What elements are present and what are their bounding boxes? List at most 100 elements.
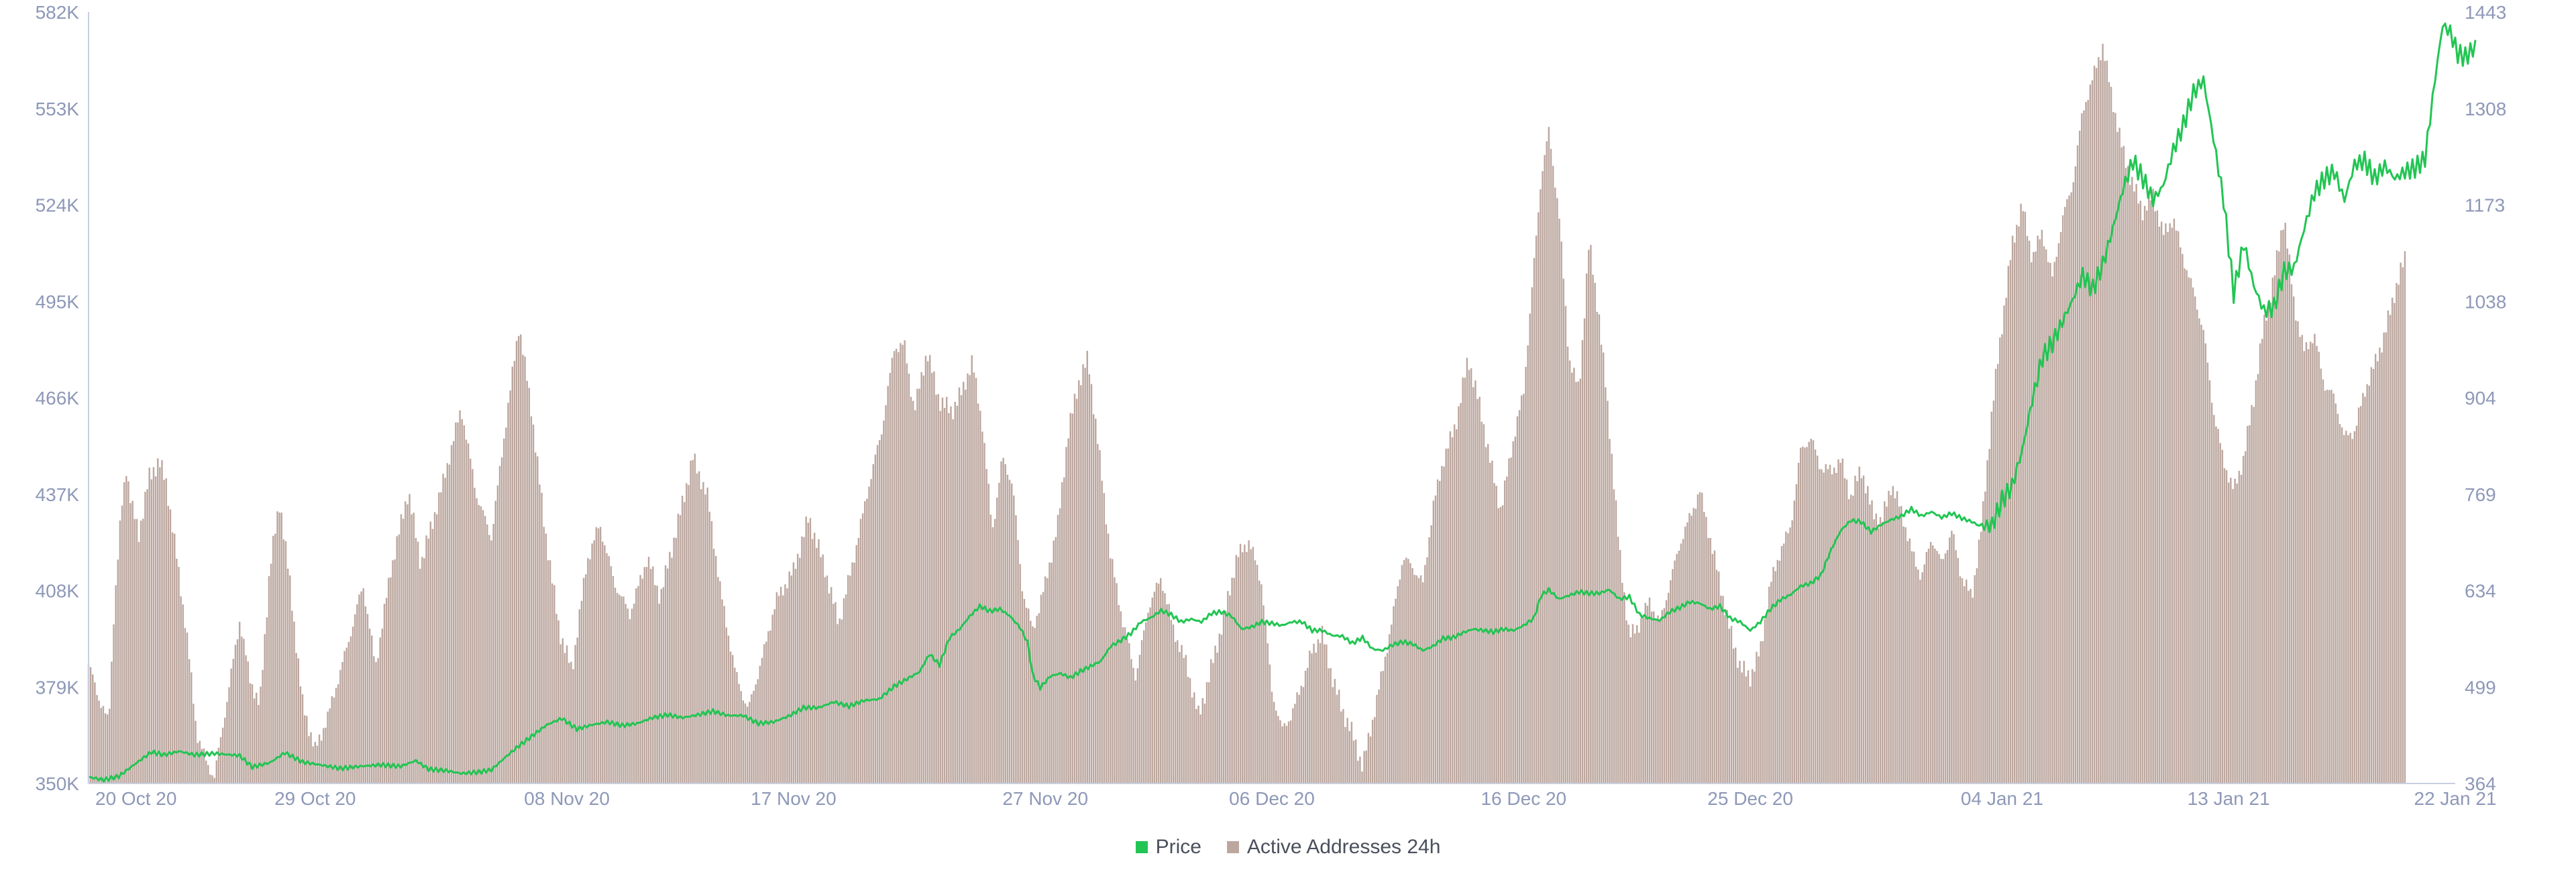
bar-active-addresses [2110,87,2112,784]
bar-active-addresses [295,653,297,783]
bar-active-addresses [2337,413,2339,783]
bar-active-addresses [1073,393,1076,783]
bar-active-addresses [2379,347,2381,783]
bar-active-addresses [138,541,140,783]
bar-active-addresses [435,514,438,783]
bar-active-addresses [455,422,457,783]
bar-active-addresses [1365,750,1367,783]
bar-active-addresses [2232,489,2234,783]
bar-active-addresses [1600,344,1603,783]
bar-active-addresses [965,389,967,783]
bar-active-addresses [258,704,260,783]
bar-active-addresses [1898,506,1900,783]
bar-active-addresses [545,533,547,783]
bar-active-addresses [1684,527,1686,783]
bar-active-addresses [1869,504,1871,783]
bar-active-addresses [1237,557,1240,783]
legend-item-active-addresses[interactable]: Active Addresses 24h [1226,836,1440,859]
bar-active-addresses [366,614,369,783]
bar-active-addresses [278,512,280,783]
bar-active-addresses [373,656,375,783]
bar-active-addresses [1672,569,1674,783]
bar-active-addresses [308,736,310,783]
bar-active-addresses [1726,610,1728,783]
bar-active-addresses [1336,694,1338,783]
bar-active-addresses [1231,578,1233,783]
bar-active-addresses [1919,580,1921,783]
bar-active-addresses [197,743,199,783]
bar-active-addresses [612,576,614,783]
bar-active-addresses [1638,633,1640,783]
bar-active-addresses [1797,463,1800,783]
bar-active-addresses [861,513,864,783]
bar-active-addresses [1155,582,1158,783]
bar-active-addresses [679,514,682,783]
bar-active-addresses [681,496,684,783]
bar-active-addresses [1285,726,1288,783]
bar-active-addresses [2391,297,2394,783]
bar-active-addresses [1164,593,1166,783]
bar-active-addresses [1942,559,1945,783]
right-tick-label: 1038 [2465,291,2506,312]
bar-active-addresses [2227,482,2230,783]
bar-active-addresses [912,400,914,783]
bar-active-addresses [1680,543,1682,783]
bar-active-addresses [1013,495,1015,783]
bar-active-addresses [1644,602,1646,783]
bar-active-addresses [174,533,176,783]
bar-active-addresses [433,512,436,783]
bar-active-addresses [1900,506,1902,783]
bar-active-addresses [1142,630,1145,783]
bar-active-addresses [133,519,136,783]
bar-active-addresses [1239,543,1242,783]
bar-active-addresses [935,394,937,783]
bar-active-addresses [2116,131,2118,783]
bar-active-addresses [677,513,680,783]
bar-active-addresses [1633,633,1636,783]
bar-active-addresses [1162,590,1164,783]
bar-active-addresses [1430,525,1432,783]
bar-active-addresses [1976,568,1978,783]
bar-active-addresses [1151,597,1153,783]
bar-active-addresses [474,488,476,783]
bar-active-addresses [2184,268,2186,783]
bar-active-addresses [761,657,763,783]
bar-active-addresses [1693,508,1695,783]
legend-item-price[interactable]: Price [1135,836,1201,859]
bar-active-addresses [2156,210,2159,783]
bar-active-addresses [1768,586,1770,783]
bar-active-addresses [1122,627,1124,783]
bar-active-addresses [1289,720,1292,783]
bar-active-addresses [1222,611,1225,783]
bar-active-addresses [859,519,862,783]
bar-active-addresses [1103,493,1106,783]
bar-active-addresses [452,441,455,783]
bar-active-addresses [431,529,434,783]
bar-active-addresses [1258,580,1260,783]
bar-active-addresses [140,521,142,783]
bar-active-addresses [1153,592,1156,783]
bar-active-addresses [2137,203,2139,783]
x-tick-label: 06 Dec 20 [1229,788,1315,809]
bar-active-addresses [1974,575,1976,783]
bar-active-addresses [874,454,877,783]
bar-active-addresses [1378,689,1380,783]
bar-active-addresses [1449,431,1452,783]
bar-active-addresses [983,443,985,783]
bar-active-addresses [191,672,193,783]
bar-active-addresses [2121,147,2123,783]
bar-active-addresses [1114,577,1116,783]
bar-active-addresses [1690,515,1693,783]
bar-active-addresses [2234,478,2236,783]
bar-active-addresses [637,586,639,783]
bar-active-addresses [1499,506,1502,783]
axes-layer: 350K 379K 408K 437K 466K 495K 524K 553K 582K 364 4… [36,2,2507,809]
bar-active-addresses [629,619,631,783]
bar-active-addresses [486,524,488,783]
bar-active-addresses [662,587,665,783]
bar-active-addresses [553,585,555,783]
bar-active-addresses [1317,639,1320,783]
bar-active-addresses [824,577,826,783]
bar-active-addresses [444,478,446,783]
